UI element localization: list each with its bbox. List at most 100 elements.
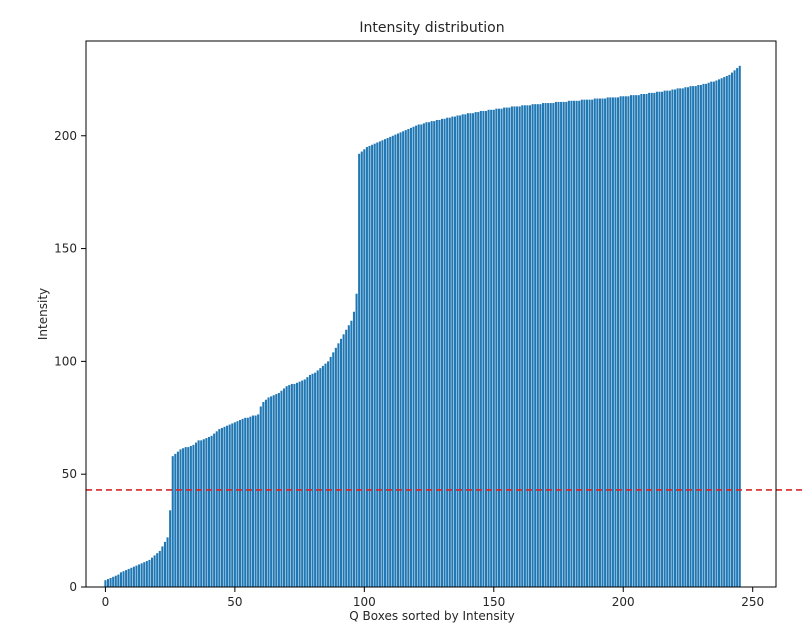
bar [202,439,205,587]
bar [205,438,208,587]
x-tick-label: 150 [482,595,505,609]
bar [192,444,195,587]
bar [438,119,441,587]
bar [738,65,741,587]
bar [148,559,151,587]
bar [396,133,400,587]
bar [184,447,187,587]
bar [591,99,594,587]
bar [189,445,192,587]
bar [573,100,576,587]
bar [479,110,482,587]
bar [557,101,560,588]
bar [420,124,423,587]
bar [516,106,519,588]
bar [710,81,713,588]
bar [130,567,133,587]
bar [412,126,415,588]
bar [544,103,547,588]
bar [712,81,715,588]
bar [676,88,679,587]
bar [598,98,601,587]
bar [487,109,490,587]
bar [684,87,687,587]
bar [661,91,664,587]
bar [158,550,161,587]
bar [673,89,677,587]
bar [500,108,503,587]
bar [474,112,477,587]
bar [114,575,117,587]
bar [409,127,412,588]
bar [718,79,721,588]
bar [394,134,397,587]
bar [339,338,343,587]
x-tick-label: 0 [102,595,110,609]
bar [389,136,392,587]
bar [350,320,353,587]
bar [518,106,521,588]
bar [565,101,568,588]
bar [140,563,143,587]
bar [122,571,125,587]
plot-frame [85,40,777,588]
bar [606,97,609,588]
bar [730,72,734,588]
bar [671,89,674,587]
bar [624,96,627,587]
bar [145,561,148,587]
bar [321,365,324,587]
x-axis: 0 50 100 150 200 250 [102,587,764,609]
bar [112,576,115,587]
bar [407,128,410,588]
bar [135,565,138,587]
bar [604,98,607,587]
bar [132,566,135,587]
bar [725,75,728,587]
x-tick-label: 50 [227,595,242,609]
bar [575,100,578,587]
bar [560,101,563,588]
bar [433,121,436,587]
bar [215,431,218,587]
bar [166,537,169,587]
bar [645,94,648,588]
bar [472,113,475,587]
bar [668,90,671,587]
bar [456,115,459,587]
bar [280,390,283,587]
bar [536,104,539,588]
bar [285,386,288,587]
bar [464,114,467,587]
bar [316,370,319,587]
bar [728,74,731,588]
bar [490,109,493,587]
bar [425,122,428,587]
bar [233,422,236,587]
bar [679,88,682,587]
bar [283,388,286,587]
bar [117,574,120,587]
bar [119,572,122,587]
bar [365,147,368,588]
bar [228,424,231,587]
bar [373,143,376,587]
bar [384,139,387,587]
bar [570,100,573,587]
x-tick-label: 100 [353,595,376,609]
bar [453,116,456,587]
bar [187,447,190,587]
bar [329,356,332,587]
bar [262,401,265,587]
bar [109,577,112,587]
bar [648,92,651,587]
bar [272,395,275,587]
bar [179,449,182,587]
bar [402,131,405,587]
bar [176,451,179,587]
bar [526,105,529,588]
bar [182,448,185,587]
bar [723,77,726,587]
bar [259,406,262,587]
bar [213,433,216,587]
